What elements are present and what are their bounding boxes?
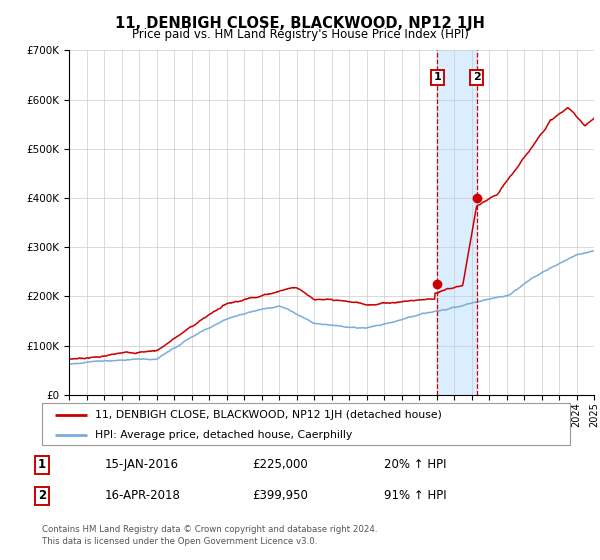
Text: 15-JAN-2016: 15-JAN-2016 (105, 458, 179, 472)
Text: HPI: Average price, detached house, Caerphilly: HPI: Average price, detached house, Caer… (95, 430, 352, 440)
Text: 1: 1 (433, 72, 441, 82)
Text: 1: 1 (38, 458, 46, 472)
Text: Contains HM Land Registry data © Crown copyright and database right 2024.
This d: Contains HM Land Registry data © Crown c… (42, 525, 377, 546)
Text: 16-APR-2018: 16-APR-2018 (105, 489, 181, 502)
Text: 20% ↑ HPI: 20% ↑ HPI (384, 458, 446, 472)
Text: 11, DENBIGH CLOSE, BLACKWOOD, NP12 1JH (detached house): 11, DENBIGH CLOSE, BLACKWOOD, NP12 1JH (… (95, 410, 442, 420)
Text: 2: 2 (38, 489, 46, 502)
Text: £225,000: £225,000 (252, 458, 308, 472)
Text: 91% ↑ HPI: 91% ↑ HPI (384, 489, 446, 502)
Bar (437, 50, 476, 395)
FancyBboxPatch shape (42, 403, 570, 445)
Text: 2: 2 (473, 72, 481, 82)
Text: 11, DENBIGH CLOSE, BLACKWOOD, NP12 1JH: 11, DENBIGH CLOSE, BLACKWOOD, NP12 1JH (115, 16, 485, 31)
Text: £399,950: £399,950 (252, 489, 308, 502)
Text: Price paid vs. HM Land Registry's House Price Index (HPI): Price paid vs. HM Land Registry's House … (131, 28, 469, 41)
